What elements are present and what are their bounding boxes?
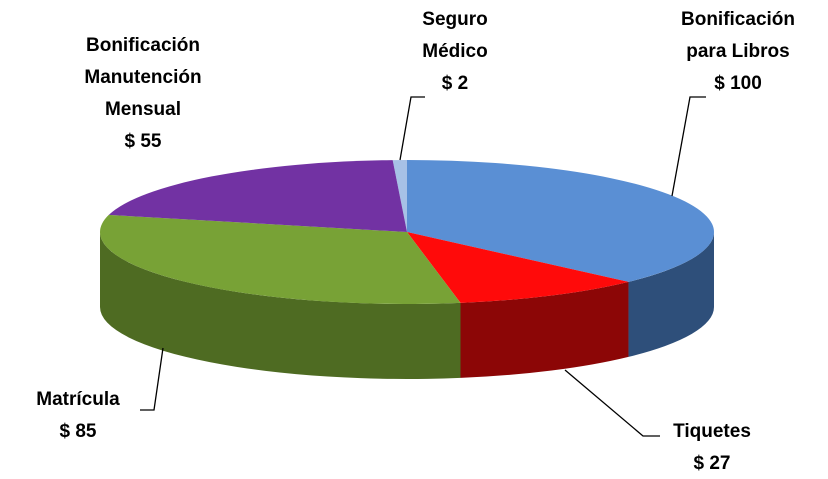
leader-line xyxy=(140,347,164,411)
slice xyxy=(407,232,629,303)
slice xyxy=(407,160,714,282)
slice xyxy=(108,160,408,232)
category-label: Tiquetes xyxy=(673,421,751,442)
slice-side xyxy=(460,281,629,378)
value-label: $ 2 xyxy=(441,73,469,94)
slice-label: Tiquetes $ 27 xyxy=(673,416,751,479)
leader-line xyxy=(564,369,660,437)
value-label: $ 27 xyxy=(693,453,731,474)
slice-label: Bonificación para Libros $ 100 xyxy=(681,4,795,100)
leader-line xyxy=(399,96,425,161)
pie xyxy=(99,160,714,379)
leader-lines xyxy=(140,96,706,437)
slice-side xyxy=(628,232,714,357)
category-label: Seguro Médico xyxy=(422,9,488,62)
slice xyxy=(99,214,461,304)
value-label: $ 55 xyxy=(124,131,162,152)
slice-label: Bonificación Manutención Mensual $ 55 xyxy=(84,30,201,158)
value-label: $ 85 xyxy=(59,421,97,442)
leader-line xyxy=(671,96,706,197)
slice-label: Seguro Médico $ 2 xyxy=(422,4,487,100)
category-label: Matrícula xyxy=(36,389,120,410)
slice-side xyxy=(99,232,461,379)
category-label: Bonificación Manutención Mensual xyxy=(84,35,202,120)
slice xyxy=(392,160,407,232)
value-label: $ 100 xyxy=(714,73,762,94)
slice-label: Matrícula $ 85 xyxy=(36,384,119,448)
category-label: Bonificación para Libros xyxy=(680,9,796,62)
